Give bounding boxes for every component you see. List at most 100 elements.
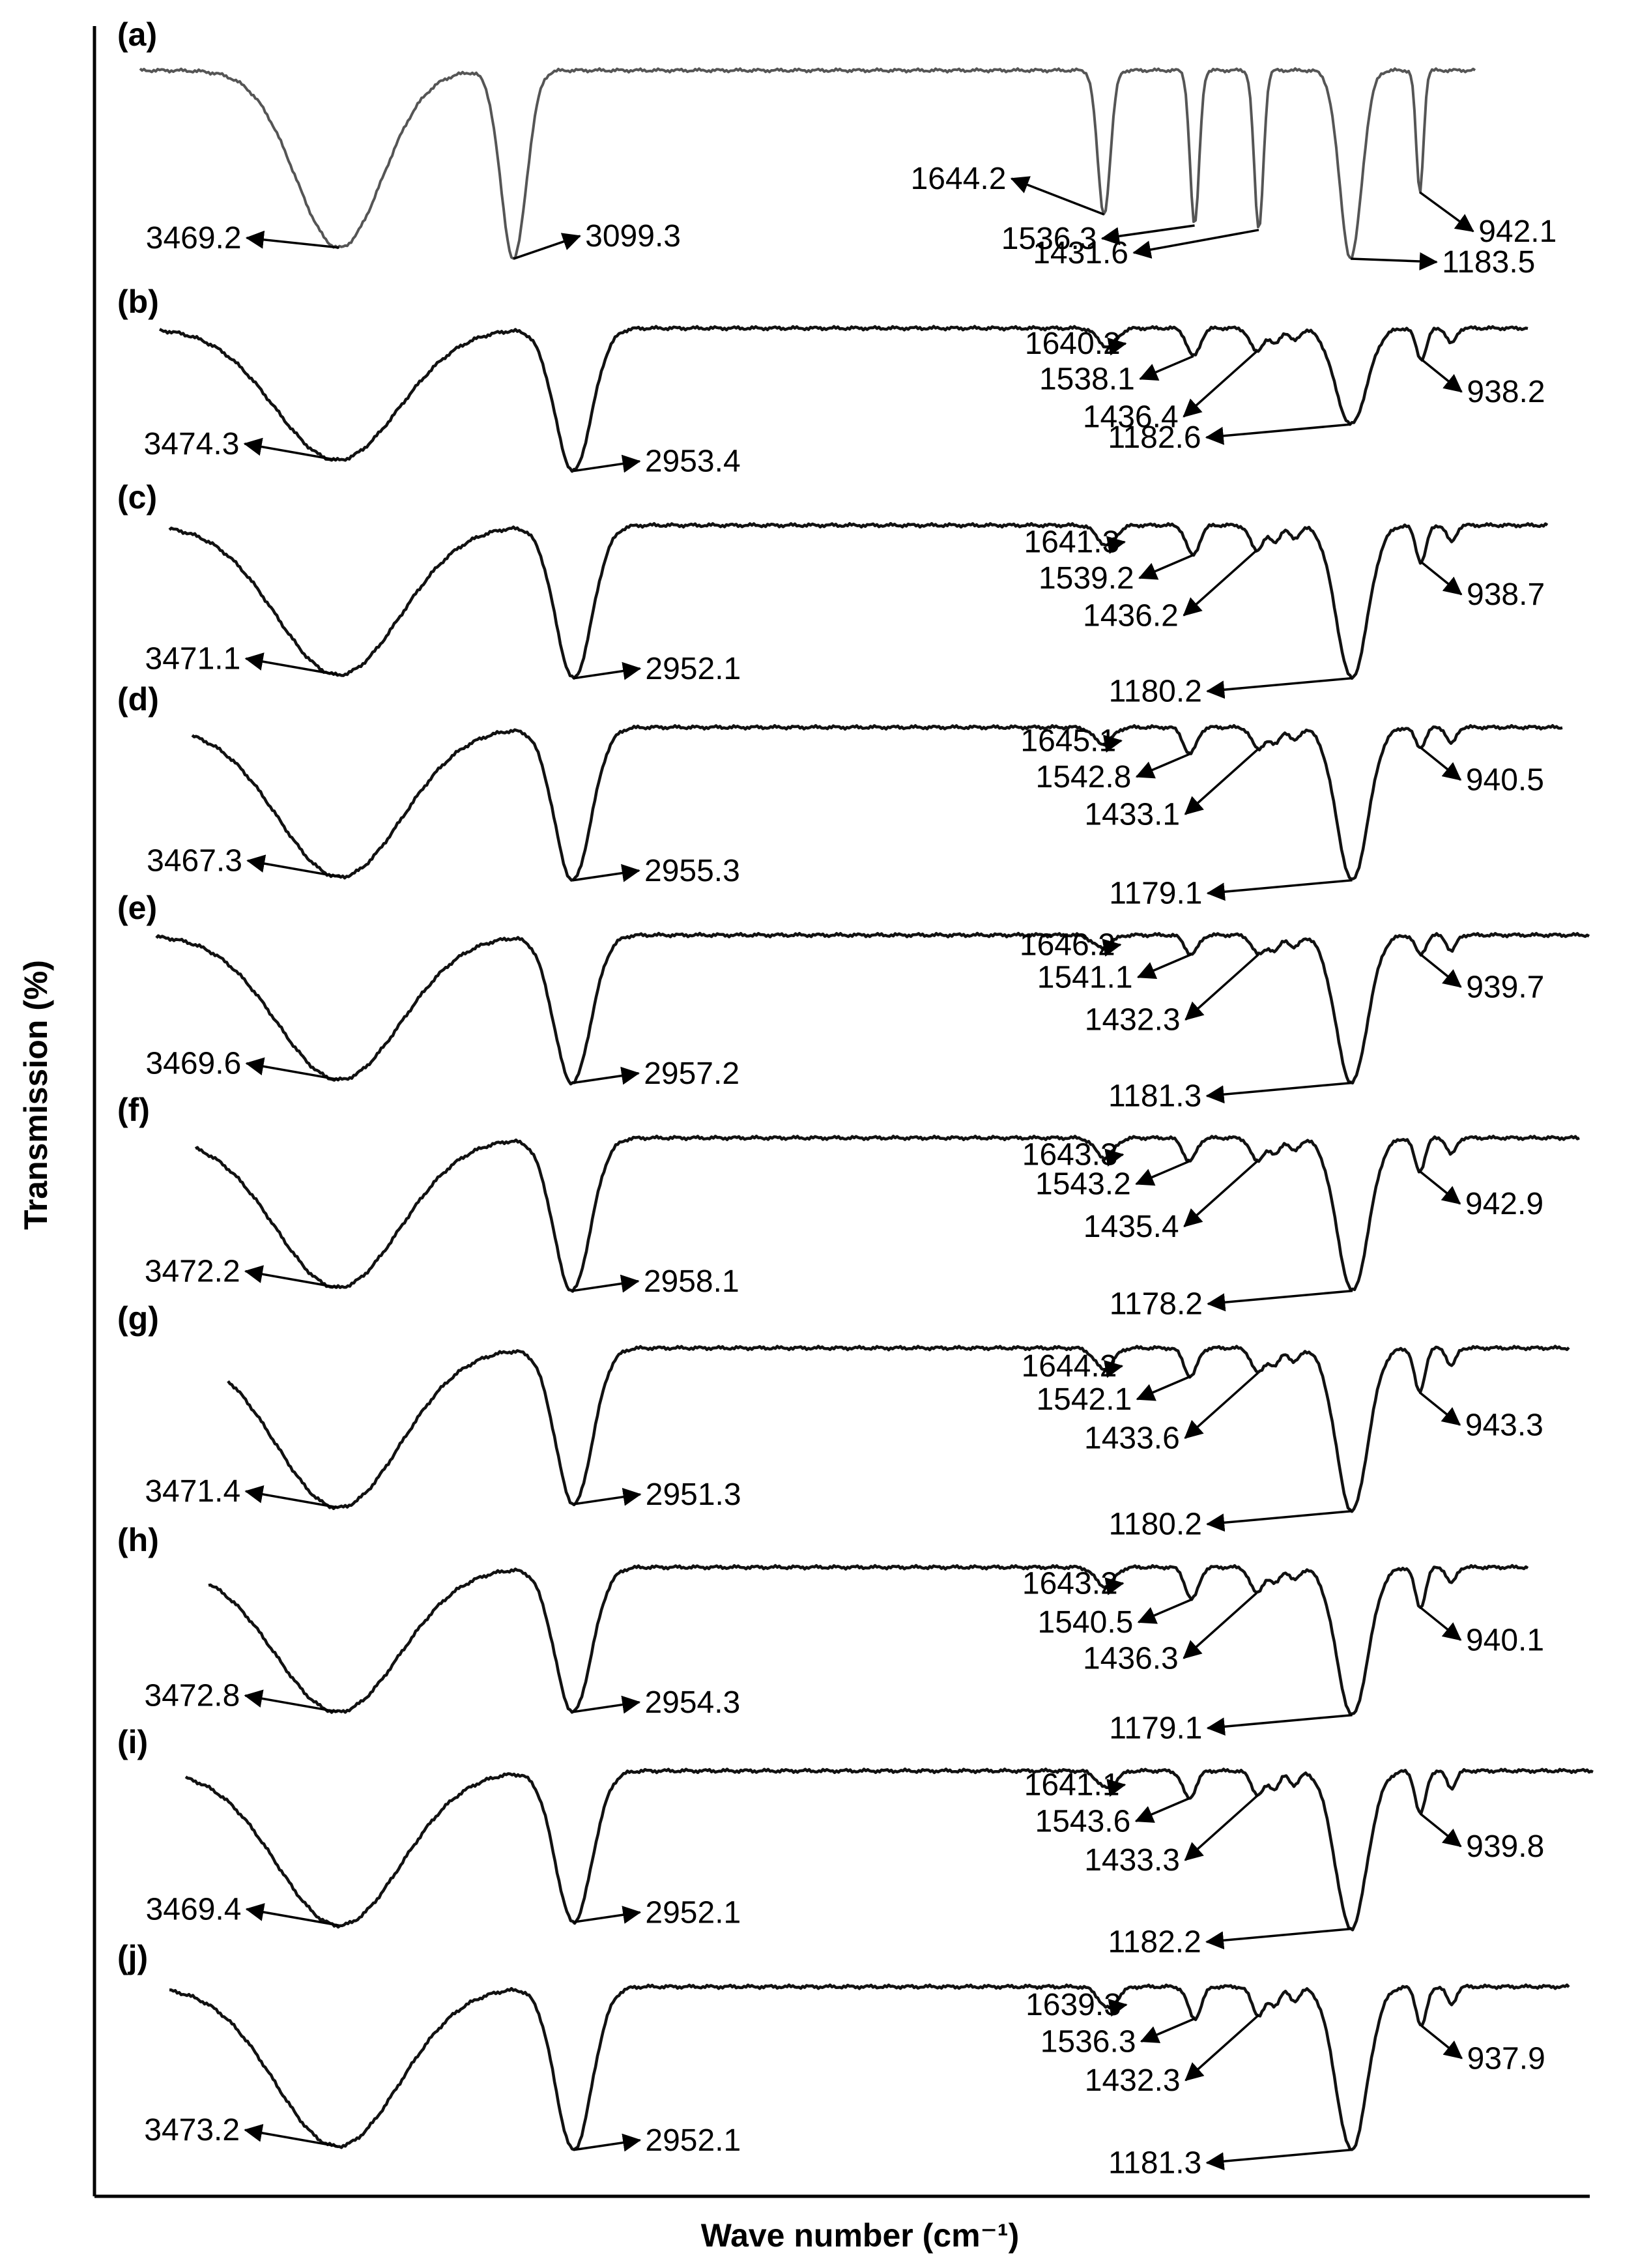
peak-label: 940.1 [1466,1623,1544,1657]
peak-label: 1180.2 [1109,675,1202,709]
peak-arrow [1419,1606,1462,1641]
x-axis-title: Wave number (cm⁻¹) [701,2217,1020,2254]
peak-arrow [1205,1927,1351,1950]
peak-label: 1178.2 [1110,1287,1203,1322]
peak-label: 1182.2 [1108,1925,1201,1960]
peak-arrow [1010,176,1105,216]
peak-arrow [1140,2017,1196,2043]
peak-label: 938.7 [1467,577,1545,612]
peak-arrow [1419,746,1462,781]
peak-arrow [573,1695,641,1714]
peak-arrow [1206,676,1353,699]
peak-arrow [1184,748,1259,815]
peak-label: 2958.1 [644,1264,739,1299]
peak-label: 3472.8 [144,1679,240,1713]
peak-label: 1435.4 [1083,1210,1179,1244]
peak-arrow [1206,1509,1353,1532]
peak-arrow [1351,252,1438,270]
peak-label: 1183.5 [1442,245,1535,280]
peak-label: 2954.3 [644,1685,740,1720]
peak-label: 942.9 [1465,1187,1543,1221]
peak-arrow [1134,1797,1190,1823]
peak-arrow [573,2133,642,2152]
axes: Wave number (cm⁻¹) Transmission (%) [18,26,1590,2254]
spectrum-line [168,521,1549,680]
peak-label: 938.2 [1467,375,1545,409]
peak-arrow [244,1485,339,1509]
peak-arrow [1420,953,1462,988]
peak-label: 1541.1 [1037,960,1133,995]
peak-arrow [1139,355,1194,381]
spectrum-line [158,325,1528,473]
peak-label: 1181.3 [1108,1079,1201,1114]
peak-arrow [1183,549,1258,617]
peak-label: 1436.2 [1083,598,1179,633]
peak-label: 1643.2 [1022,1566,1118,1601]
peak-arrow [571,1274,640,1293]
peak-label: 1432.3 [1085,1003,1181,1038]
peak-arrow [1183,351,1257,418]
peak-arrow [1136,1375,1191,1401]
peak-arrow [1420,358,1463,393]
peak-arrow [244,2123,338,2147]
peak-label: 2952.1 [645,1895,741,1930]
y-axis-title: Transmission (%) [18,960,54,1230]
peak-label: 2951.3 [646,1477,741,1512]
peak-label: 940.5 [1466,763,1544,798]
panel-label: (g) [117,1300,159,1337]
peak-label: 2957.2 [644,1056,739,1091]
peak-label: 3472.2 [145,1255,240,1289]
peak-label: 939.8 [1466,1829,1544,1864]
peak-label: 3469.4 [146,1892,242,1926]
peak-label: 1639.3 [1026,1988,1121,2022]
peak-label: 1433.1 [1084,797,1180,832]
peak-label: 3474.3 [144,427,240,461]
peak-arrow [1135,753,1191,779]
peak-label: 1536.3 [1001,222,1097,256]
peak-label: 1542.1 [1036,1382,1132,1417]
peak-arrow [1418,1170,1461,1205]
peak-label: 1432.3 [1085,2063,1181,2098]
peak-arrow [1420,1812,1462,1848]
peak-arrow [1205,1081,1352,1104]
peak-label: 2955.3 [644,854,740,888]
peak-arrow [245,1057,339,1081]
peak-arrow [1184,1794,1259,1861]
peak-label: 1543.2 [1035,1167,1131,1202]
panel-label: (d) [117,681,159,718]
peak-arrow [571,1066,640,1085]
peak-arrow [573,1487,642,1506]
peak-label: 1433.3 [1084,1843,1180,1878]
peak-arrow [1207,1289,1353,1312]
peak-label: 1540.5 [1038,1605,1134,1640]
peak-arrow [1205,2148,1352,2171]
peak-arrow [573,454,641,473]
peak-arrow [1205,423,1351,445]
peak-arrow [244,652,339,676]
peak-label: 1643.3 [1022,1138,1118,1172]
peak-label: 1179.1 [1109,1711,1202,1746]
peak-arrow [1138,554,1194,580]
peak-arrow [1135,1160,1190,1186]
spectrum-line [194,1134,1580,1293]
peak-arrow [244,1265,338,1289]
peak-arrow [1104,1577,1125,1595]
panel-label: (h) [117,1522,159,1558]
peak-label: 1645.1 [1020,724,1116,759]
peak-label: 1641.3 [1024,525,1119,560]
peak-arrow [1184,953,1259,1021]
peak-label: 1179.1 [1109,877,1202,911]
peak-label: 1641.1 [1024,1768,1120,1803]
peak-arrow [245,230,339,249]
peak-arrow [1184,2014,1259,2082]
peak-arrow [1206,1713,1353,1736]
peak-label: 1180.2 [1109,1507,1202,1542]
peak-label: 3467.3 [147,844,242,879]
